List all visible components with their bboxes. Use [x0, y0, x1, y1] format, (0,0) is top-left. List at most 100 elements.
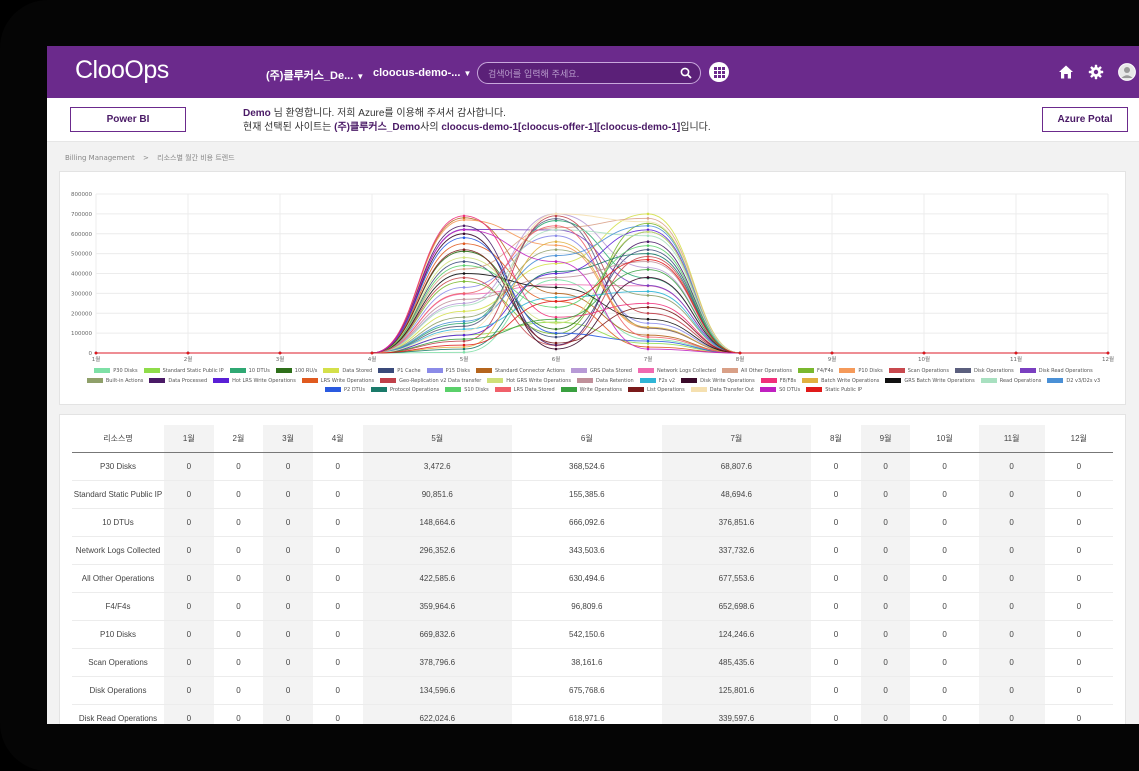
data-point[interactable]: [462, 337, 466, 341]
data-point[interactable]: [554, 292, 558, 295]
data-point[interactable]: [462, 256, 466, 259]
data-point[interactable]: [554, 341, 558, 345]
data-point[interactable]: [1014, 351, 1018, 355]
data-point[interactable]: [554, 276, 558, 279]
data-point[interactable]: [462, 298, 466, 301]
data-point[interactable]: [646, 321, 650, 325]
data-point[interactable]: [646, 335, 650, 339]
data-point[interactable]: [554, 283, 558, 287]
legend-item[interactable]: Hot GRS Write Operations: [487, 377, 571, 387]
data-point[interactable]: [554, 296, 558, 299]
column-header-month[interactable]: 1월: [164, 425, 214, 453]
legend-item[interactable]: D2 v3/D2s v3: [1047, 377, 1100, 387]
data-point[interactable]: [554, 315, 558, 319]
data-point[interactable]: [646, 240, 650, 243]
legend-item[interactable]: Disk Write Operations: [681, 377, 755, 387]
data-point[interactable]: [462, 228, 466, 232]
series-line[interactable]: [95, 243, 1108, 354]
data-point[interactable]: [462, 260, 466, 263]
legend-item[interactable]: S10 Disks: [445, 386, 489, 396]
data-point[interactable]: [462, 248, 466, 251]
data-point[interactable]: [554, 262, 558, 265]
data-point[interactable]: [462, 322, 466, 325]
legend-item[interactable]: 100 RU/s: [275, 367, 317, 377]
legend-item[interactable]: P1 Cache: [378, 367, 421, 377]
data-point[interactable]: [646, 224, 650, 228]
data-point[interactable]: [646, 234, 650, 238]
series-line[interactable]: [95, 321, 1108, 354]
data-point[interactable]: [646, 228, 650, 232]
data-point[interactable]: [554, 272, 558, 275]
data-point[interactable]: [462, 339, 466, 343]
data-point[interactable]: [738, 351, 742, 355]
column-header-month[interactable]: 10월: [910, 425, 979, 453]
data-point[interactable]: [462, 302, 466, 305]
legend-item[interactable]: F8/F8s: [760, 377, 796, 387]
data-point[interactable]: [462, 242, 466, 245]
legend-item[interactable]: P10 Disks: [839, 367, 883, 377]
legend-item[interactable]: Disk Operations: [954, 367, 1014, 377]
data-point[interactable]: [554, 317, 558, 321]
data-point[interactable]: [554, 248, 558, 251]
legend-item[interactable]: 10 DTUs: [229, 367, 270, 377]
legend-item[interactable]: Standard Static Public IP: [143, 367, 224, 377]
data-point[interactable]: [554, 260, 558, 263]
series-line[interactable]: [95, 237, 1108, 354]
data-point[interactable]: [554, 347, 558, 351]
data-point[interactable]: [462, 236, 466, 240]
data-point[interactable]: [462, 286, 466, 289]
data-point[interactable]: [462, 224, 466, 228]
legend-item[interactable]: LRS Data Stored: [494, 386, 555, 396]
data-point[interactable]: [462, 214, 466, 218]
data-point[interactable]: [462, 264, 466, 267]
series-line[interactable]: [95, 279, 1108, 354]
legend-item[interactable]: Write Operations: [560, 386, 622, 396]
legend-item[interactable]: P15 Disks: [426, 367, 470, 377]
search-box[interactable]: 검색어를 입력해 주세요.: [477, 62, 701, 84]
data-point[interactable]: [646, 252, 650, 255]
data-point[interactable]: [646, 220, 650, 224]
legend-item[interactable]: P30 Disks: [94, 367, 138, 377]
legend-item[interactable]: S0 DTUs: [760, 386, 800, 396]
user-avatar-icon[interactable]: [1118, 63, 1136, 81]
data-point[interactable]: [1106, 351, 1110, 355]
data-point[interactable]: [646, 212, 650, 216]
data-point[interactable]: [646, 302, 650, 305]
series-line[interactable]: [95, 225, 1108, 354]
power-bi-button[interactable]: Power BI: [70, 107, 186, 132]
data-point[interactable]: [554, 327, 558, 331]
data-point[interactable]: [554, 226, 558, 229]
series-line[interactable]: [95, 213, 1108, 354]
data-point[interactable]: [554, 270, 558, 273]
data-point[interactable]: [186, 351, 190, 355]
apps-grid-icon[interactable]: [709, 62, 729, 82]
data-point[interactable]: [554, 224, 558, 228]
data-point[interactable]: [646, 325, 650, 329]
data-point[interactable]: [646, 305, 650, 309]
legend-item[interactable]: Protocol Operations: [371, 386, 439, 396]
site-select[interactable]: cloocus-demo-... ▼: [373, 67, 471, 79]
data-point[interactable]: [462, 232, 466, 236]
column-header-month[interactable]: 12월: [1044, 425, 1113, 453]
breadcrumb-root[interactable]: Billing Management: [65, 154, 135, 162]
data-point[interactable]: [554, 300, 558, 303]
data-point[interactable]: [462, 315, 466, 319]
legend-item[interactable]: Network Logs Collected: [637, 367, 716, 377]
data-point[interactable]: [554, 305, 558, 309]
column-header-month[interactable]: 4월: [312, 425, 363, 453]
legend-item[interactable]: GRS Data Stored: [570, 367, 632, 377]
legend-item[interactable]: Scan Operations: [888, 367, 949, 377]
legend-item[interactable]: Built-in Actions: [86, 377, 143, 387]
data-point[interactable]: [646, 347, 650, 351]
data-point[interactable]: [922, 351, 926, 355]
series-line[interactable]: [95, 229, 1108, 354]
data-point[interactable]: [646, 230, 650, 234]
data-point[interactable]: [554, 217, 558, 220]
data-point[interactable]: [646, 244, 650, 247]
legend-item[interactable]: GRS Batch Write Operations: [885, 377, 975, 387]
series-line[interactable]: [95, 261, 1108, 354]
data-point[interactable]: [462, 333, 466, 337]
legend-item[interactable]: Read Operations: [980, 377, 1041, 387]
data-point[interactable]: [462, 267, 466, 271]
series-line[interactable]: [95, 213, 1108, 354]
